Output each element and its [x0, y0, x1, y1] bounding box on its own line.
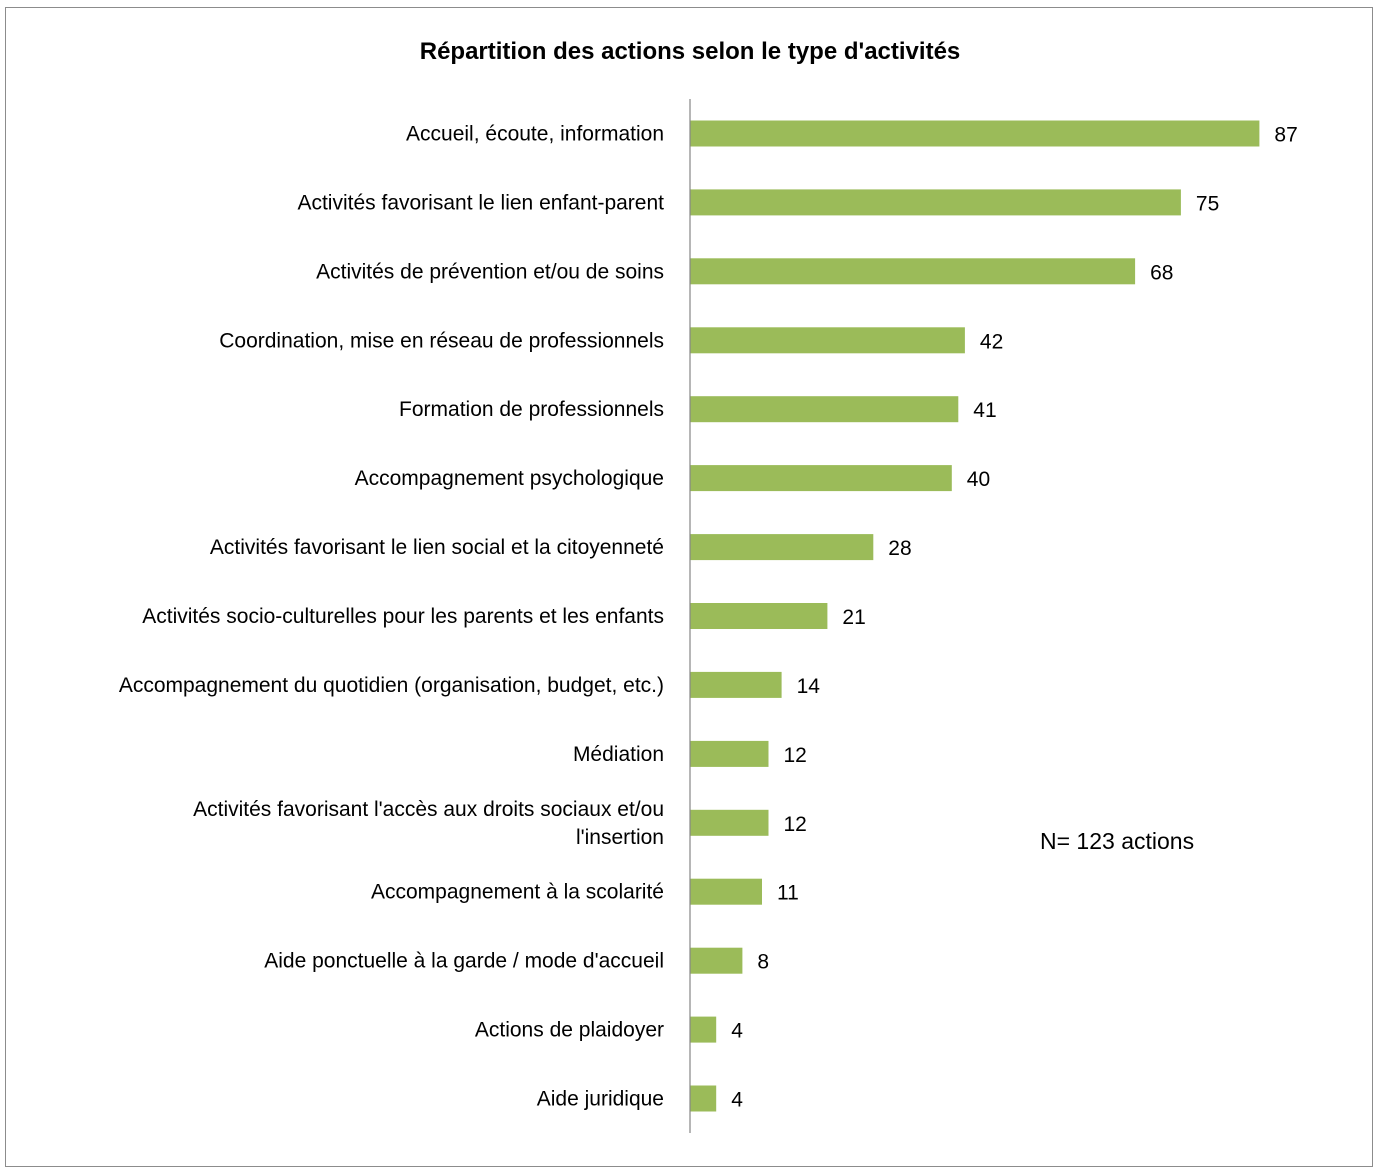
bar [690, 189, 1181, 216]
value-label: 12 [784, 813, 807, 836]
value-label: 14 [797, 675, 821, 698]
category-label: Activités favorisant l'accès aux droits … [193, 798, 664, 849]
sample-size-annotation: N= 123 actions [1040, 828, 1194, 854]
category-label: Activités de prévention et/ou de soins [316, 260, 664, 283]
bars-layer: 87 Accueil, écoute, information 75 Activité… [119, 120, 1298, 1112]
bar [690, 740, 769, 767]
bar [690, 327, 965, 354]
category-label: Médiation [573, 743, 664, 766]
value-label: 75 [1196, 192, 1219, 215]
value-label: 87 [1274, 124, 1297, 147]
bar [690, 809, 769, 836]
category-label: Accompagnement du quotidien (organisatio… [119, 674, 664, 697]
category-label: Aide ponctuelle à la garde / mode d'accu… [264, 950, 664, 973]
bar [690, 1085, 717, 1112]
value-label: 4 [731, 1020, 743, 1043]
value-label: 11 [777, 882, 799, 905]
category-label: Activités socio-culturelles pour les par… [142, 605, 664, 628]
value-label: 21 [842, 606, 865, 629]
category-label: Accompagnement à la scolarité [371, 881, 664, 904]
bar [690, 671, 782, 698]
value-label: 40 [967, 468, 990, 491]
chart-title: Répartition des actions selon le type d'… [420, 38, 961, 65]
value-label: 8 [757, 951, 769, 974]
bar [690, 603, 828, 629]
bar [690, 120, 1260, 147]
category-label: Activités favorisant le lien social et l… [210, 536, 664, 559]
category-label: Formation de professionnels [399, 398, 664, 421]
category-label: Coordination, mise en réseau de professi… [219, 329, 664, 352]
bar [690, 396, 959, 423]
category-label: Accompagnement psychologique [355, 467, 664, 490]
bar [690, 534, 874, 561]
bar [690, 258, 1136, 285]
category-label: Aide juridique [537, 1088, 664, 1111]
category-label: Actions de plaidoyer [475, 1019, 664, 1042]
bar [690, 947, 743, 974]
value-label: 28 [888, 537, 911, 560]
category-label: Accueil, écoute, information [406, 123, 664, 146]
bar [690, 1016, 717, 1043]
value-label: 12 [784, 744, 807, 767]
bar [690, 465, 952, 492]
value-label: 68 [1150, 261, 1173, 284]
bar [690, 878, 762, 905]
value-label: 42 [980, 330, 1003, 353]
value-label: 4 [731, 1089, 743, 1112]
value-label: 41 [973, 399, 996, 422]
category-label: Activités favorisant le lien enfant-pare… [297, 191, 664, 214]
